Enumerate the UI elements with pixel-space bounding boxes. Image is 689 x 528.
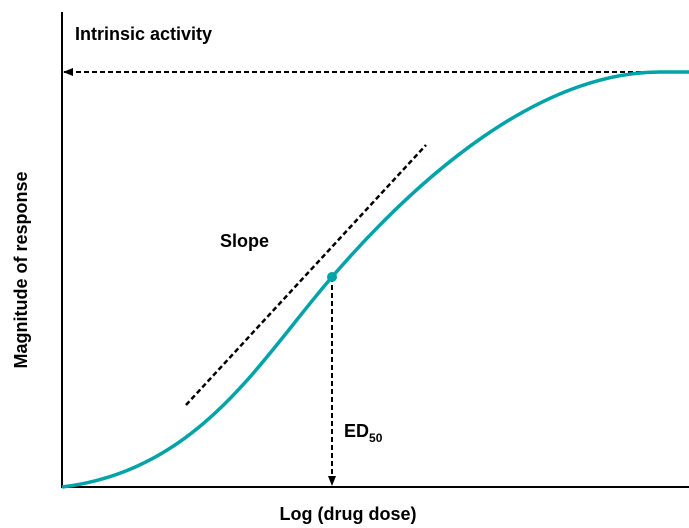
slope-line [185, 144, 427, 406]
ed50-point [327, 272, 337, 282]
slope-label: Slope [220, 231, 269, 251]
x-axis-label: Log (drug dose) [280, 504, 417, 524]
dose-response-curve [61, 70, 689, 489]
ed-subscript: 50 [369, 431, 383, 445]
y-axis-label: Magnitude of response [11, 171, 31, 368]
intrinsic-activity-label: Intrinsic activity [75, 24, 212, 44]
ed-text: ED [344, 421, 369, 441]
ed50-label: ED50 [344, 421, 383, 445]
